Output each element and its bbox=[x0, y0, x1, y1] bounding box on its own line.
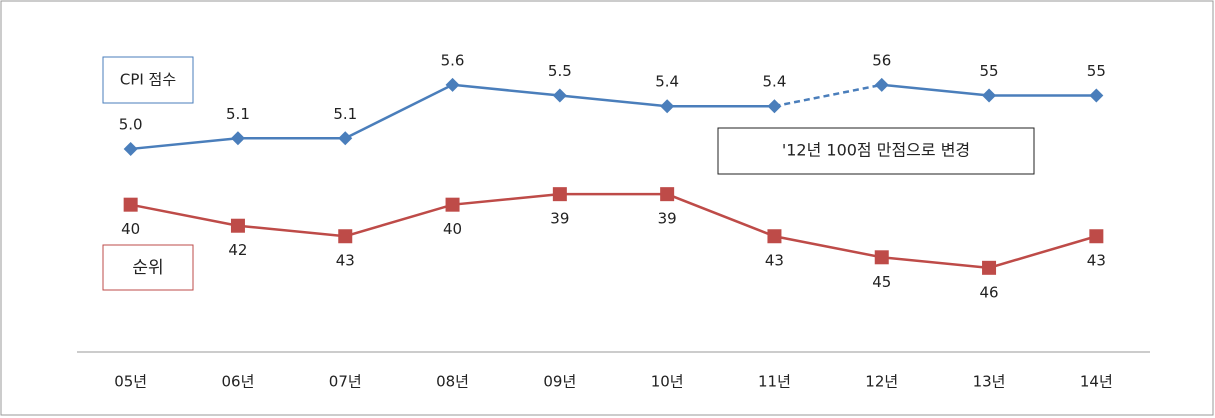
x-tick-label: 09년 bbox=[543, 373, 576, 391]
annotation: CPI 점수 bbox=[120, 71, 176, 89]
marker bbox=[338, 229, 353, 244]
data-label: 40 bbox=[443, 220, 462, 238]
data-label: 5.6 bbox=[441, 51, 465, 69]
marker bbox=[1089, 88, 1104, 103]
data-label: 5.4 bbox=[763, 73, 787, 91]
x-tick-label: 13년 bbox=[973, 373, 1006, 391]
marker bbox=[123, 141, 138, 156]
marker bbox=[552, 88, 567, 103]
annotation-box bbox=[102, 56, 194, 104]
annotation-box bbox=[717, 127, 1035, 175]
annotation: '12년 100점 만점으로 변경 bbox=[782, 141, 970, 160]
marker bbox=[767, 99, 782, 114]
marker bbox=[1089, 229, 1104, 244]
data-label: 43 bbox=[336, 252, 355, 270]
marker bbox=[445, 77, 460, 92]
marker bbox=[123, 197, 138, 212]
data-label: 39 bbox=[658, 210, 677, 228]
marker bbox=[982, 88, 997, 103]
marker bbox=[874, 77, 889, 92]
data-label: 55 bbox=[980, 62, 999, 80]
marker bbox=[230, 131, 245, 146]
data-label: 5.4 bbox=[655, 73, 679, 91]
x-tick-label: 10년 bbox=[651, 373, 684, 391]
data-label: 5.1 bbox=[226, 105, 250, 123]
x-tick-label: 12년 bbox=[865, 373, 898, 391]
x-tick-label: 05년 bbox=[114, 373, 147, 391]
marker bbox=[552, 187, 567, 202]
series-line bbox=[130, 192, 1097, 270]
annotation: 순위 bbox=[132, 258, 163, 278]
marker bbox=[338, 131, 353, 146]
data-label: 56 bbox=[872, 51, 891, 69]
marker bbox=[982, 260, 997, 275]
marker bbox=[660, 187, 675, 202]
marker bbox=[874, 250, 889, 265]
x-tick-label: 07년 bbox=[329, 373, 362, 391]
annotation-box bbox=[102, 244, 194, 291]
x-tick-label: 08년 bbox=[436, 373, 469, 391]
data-label: 43 bbox=[1087, 252, 1106, 270]
data-label: 45 bbox=[872, 273, 891, 291]
data-label: 40 bbox=[121, 220, 140, 238]
x-tick-label: 06년 bbox=[222, 373, 255, 391]
connector bbox=[774, 83, 882, 108]
data-label: 5.0 bbox=[119, 115, 143, 133]
data-label: 5.1 bbox=[333, 105, 357, 123]
data-label: 39 bbox=[550, 210, 569, 228]
data-label: 46 bbox=[980, 283, 999, 301]
marker bbox=[767, 229, 782, 244]
data-label: 55 bbox=[1087, 62, 1106, 80]
x-tick-label: 11년 bbox=[758, 373, 791, 391]
data-label: 43 bbox=[765, 252, 784, 270]
marker bbox=[445, 197, 460, 212]
marker bbox=[660, 99, 675, 114]
data-label: 42 bbox=[228, 241, 247, 259]
x-tick-label: 14년 bbox=[1080, 373, 1113, 391]
marker bbox=[230, 218, 245, 233]
data-label: 5.5 bbox=[548, 62, 572, 80]
